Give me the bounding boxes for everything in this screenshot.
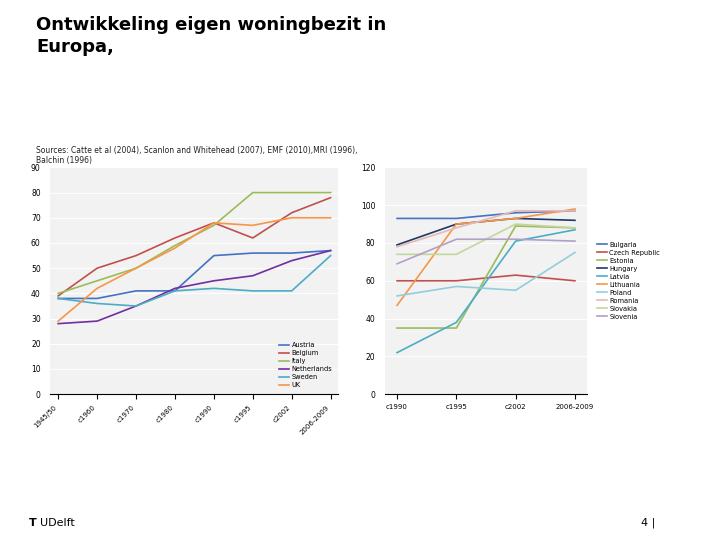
Text: UDelft: UDelft [40,518,74,528]
Text: T: T [29,518,37,528]
Text: 4 |: 4 | [641,517,655,528]
Text: Ontwikkeling eigen woningbezit in
Europa,: Ontwikkeling eigen woningbezit in Europa… [36,16,386,56]
Text: Sources: Catte et al (2004), Scanlon and Whitehead (2007), EMF (2010),MRI (1996): Sources: Catte et al (2004), Scanlon and… [36,146,358,165]
Legend: Bulgaria, Czech Republic, Estonia, Hungary, Latvia, Lithuania, Poland, Romania, : Bulgaria, Czech Republic, Estonia, Hunga… [594,239,663,322]
Legend: Austria, Belgium, Italy, Netherlands, Sweden, UK: Austria, Belgium, Italy, Netherlands, Sw… [276,340,335,391]
